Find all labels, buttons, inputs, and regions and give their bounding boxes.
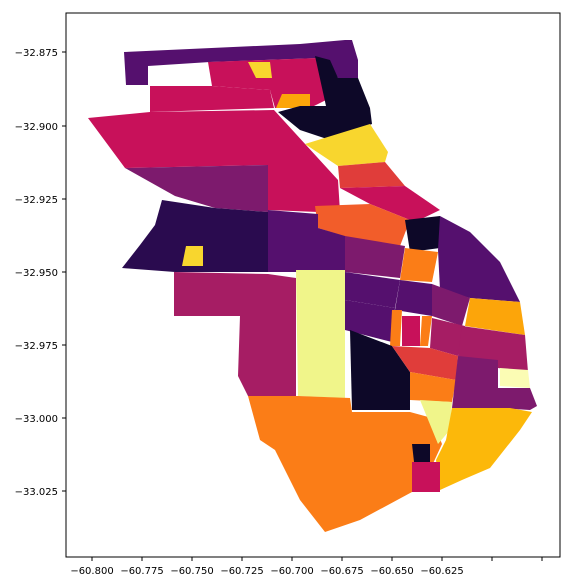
region-central-purple-b [318, 228, 345, 272]
x-tick-label: −60.725 [220, 566, 263, 577]
x-tick-label: −60.750 [170, 566, 213, 577]
region-center-crimson [340, 186, 440, 222]
region-east-black [405, 216, 440, 252]
region-ec-purple-a [345, 272, 400, 308]
region-east-purple [438, 216, 520, 302]
x-tick-label: −60.625 [420, 566, 463, 577]
y-tick-label: −32.975 [15, 341, 58, 352]
region-northwest-wedge [88, 110, 340, 212]
region-west-yellow-square [182, 246, 203, 266]
region-corridor-paleyellow [296, 270, 345, 398]
region-west-magenta [125, 165, 268, 212]
region-east-orange [400, 248, 438, 282]
region-south-black-small [412, 444, 430, 462]
y-tick-label: −33.000 [15, 414, 58, 425]
y-tick-label: −32.925 [15, 195, 58, 206]
x-tick-label: −60.650 [370, 566, 413, 577]
region-ec-purple-c [345, 300, 395, 342]
region-ec-purple-b [395, 280, 432, 316]
region-north-strip [124, 40, 358, 85]
region-ec-amber [465, 298, 525, 335]
y-axis: −32.875 −32.900 −32.925 −32.950 −32.975 … [15, 48, 66, 498]
x-tick-label: −60.700 [270, 566, 313, 577]
region-south-amber [436, 408, 532, 490]
x-tick-label: −60.800 [70, 566, 113, 577]
region-south-crimson [412, 462, 440, 492]
region-sc-black [350, 330, 410, 410]
region-sc-red [392, 346, 458, 380]
region-sc-orange [410, 372, 456, 402]
region-ec-crimson [402, 316, 420, 346]
axes-frame [65, 12, 561, 558]
region-north-amber [276, 94, 310, 108]
region-sc-cream [500, 368, 530, 388]
region-west-deep [122, 200, 268, 272]
region-central-purple-a [268, 210, 318, 272]
region-sc-purple-east [498, 388, 537, 410]
region-south-orange [248, 396, 442, 532]
region-ec-violet [432, 284, 470, 326]
region-sc-violet [452, 356, 498, 408]
region-ec-orange-strip [390, 310, 402, 346]
region-center-redorange [315, 204, 410, 246]
region-ec-magenta [430, 318, 465, 356]
region-north-west [150, 86, 274, 112]
region-north-yellow [248, 62, 272, 78]
region-central-violet [345, 236, 405, 278]
region-south-paleyellow [420, 400, 452, 444]
region-center-red [338, 162, 405, 188]
y-tick-label: −32.900 [15, 122, 58, 133]
region-southwest-magenta [174, 272, 296, 396]
region-center-yellow [305, 124, 388, 166]
region-north-black [278, 56, 372, 140]
x-tick-label: −60.675 [320, 566, 363, 577]
y-tick-label: −32.875 [15, 48, 58, 59]
y-tick-label: −32.950 [15, 268, 58, 279]
y-tick-label: −33.025 [15, 487, 58, 498]
map-regions [88, 40, 537, 532]
region-ec-orange-strip-b [420, 316, 432, 346]
x-axis: −60.800 −60.775 −60.750 −60.725 −60.700 … [70, 557, 543, 577]
x-tick-label: −60.775 [120, 566, 163, 577]
